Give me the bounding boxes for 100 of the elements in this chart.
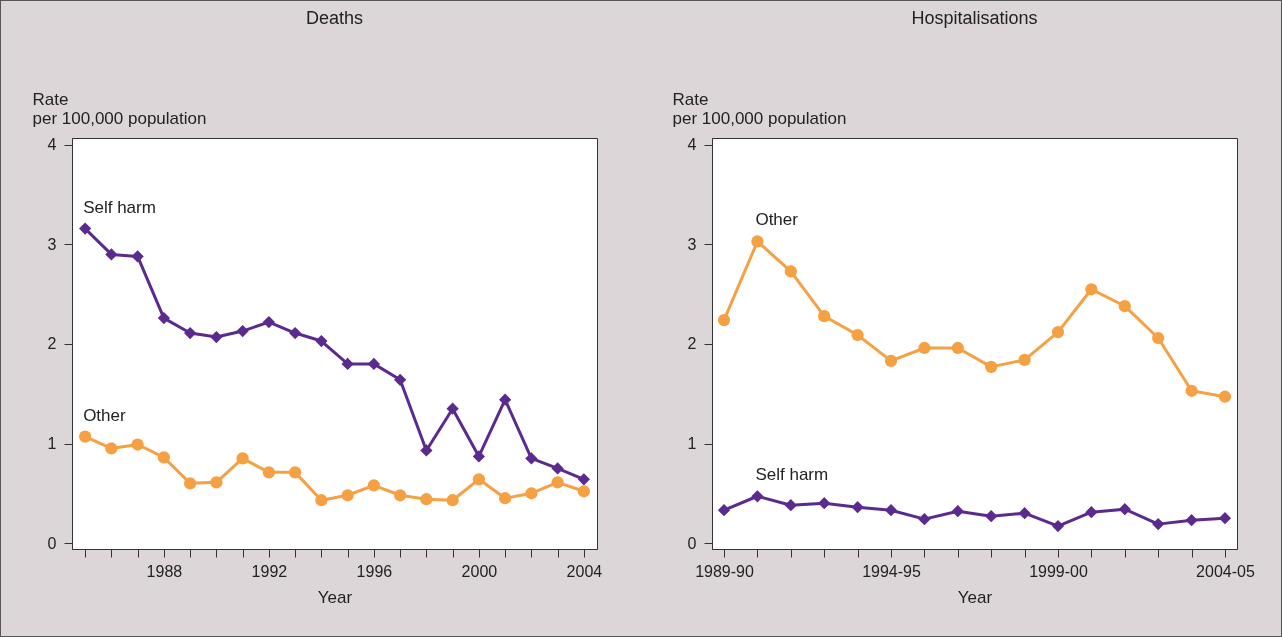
point xyxy=(884,504,898,517)
point xyxy=(525,452,538,465)
point xyxy=(851,501,864,514)
x-tick-label: 1996 xyxy=(356,562,393,580)
point xyxy=(1218,512,1232,525)
point xyxy=(341,489,354,502)
point xyxy=(1152,331,1165,345)
x-tick-label: 1989-90 xyxy=(695,562,754,580)
y-tick-label: 1 xyxy=(687,435,697,453)
x-tick-label: 2000 xyxy=(461,562,498,580)
y-tick-label: 2 xyxy=(687,335,697,353)
x-tick-label: 1999-00 xyxy=(1029,562,1088,580)
x-tick-label: 2004-05 xyxy=(1196,562,1255,580)
point xyxy=(367,357,380,371)
point xyxy=(420,493,433,506)
point xyxy=(1218,390,1232,403)
point xyxy=(918,341,931,355)
point xyxy=(1085,283,1098,296)
point xyxy=(1018,507,1031,520)
point xyxy=(446,494,459,507)
chart-title: Hospitalisations xyxy=(911,8,1038,28)
point xyxy=(985,510,998,523)
y-tick-label: 3 xyxy=(47,235,57,253)
series-label: Self harm xyxy=(755,465,829,485)
point xyxy=(499,492,512,505)
point xyxy=(818,497,831,510)
point xyxy=(236,452,249,465)
point xyxy=(784,265,797,278)
point xyxy=(394,373,407,386)
point xyxy=(918,513,931,526)
point xyxy=(751,490,764,503)
point xyxy=(394,489,407,502)
x-axis-title: Year xyxy=(957,587,993,607)
point xyxy=(784,499,797,512)
point xyxy=(341,357,354,371)
point xyxy=(1018,353,1031,367)
point xyxy=(1051,519,1065,533)
point xyxy=(985,360,998,373)
point xyxy=(157,451,170,464)
y-tick-label: 1 xyxy=(47,435,57,453)
point xyxy=(236,324,249,338)
point xyxy=(1085,506,1098,519)
point xyxy=(472,450,485,463)
series-label: Other xyxy=(755,210,799,230)
y-axis-title: Rate per 100,000 population xyxy=(32,89,207,128)
x-tick-label: 1988 xyxy=(146,562,183,580)
point xyxy=(551,476,564,489)
point xyxy=(184,326,197,340)
point xyxy=(105,442,118,455)
point xyxy=(1118,503,1131,516)
point xyxy=(262,466,275,479)
point xyxy=(446,402,459,415)
point xyxy=(105,248,118,261)
series-label: Other xyxy=(83,405,126,425)
x-tick-label: 2004 xyxy=(566,562,603,580)
x-axis-title: Year xyxy=(317,587,353,607)
x-tick-label: 1994-95 xyxy=(862,562,921,580)
y-tick-label: 4 xyxy=(47,136,57,154)
point xyxy=(1051,325,1065,339)
point xyxy=(315,334,328,348)
y-axis-title: Rate per 100,000 population xyxy=(672,89,847,128)
y-tick-label: 2 xyxy=(47,335,57,353)
point xyxy=(289,466,302,479)
point xyxy=(851,328,864,342)
point xyxy=(184,477,197,490)
point xyxy=(131,438,144,451)
point xyxy=(1152,518,1165,531)
point xyxy=(499,393,512,406)
series-label: Self harm xyxy=(83,197,156,217)
point xyxy=(420,444,433,457)
point xyxy=(289,326,302,340)
point xyxy=(577,485,590,498)
point xyxy=(79,430,92,443)
chart-title: Deaths xyxy=(305,8,364,28)
y-tick-label: 4 xyxy=(687,136,697,154)
point xyxy=(1185,514,1198,527)
y-tick-label: 0 xyxy=(687,534,697,552)
point xyxy=(315,494,328,507)
point xyxy=(1118,300,1131,313)
point xyxy=(551,462,564,475)
point xyxy=(210,476,223,489)
point xyxy=(131,250,144,263)
point xyxy=(577,473,590,486)
point xyxy=(751,235,764,248)
point xyxy=(79,222,92,235)
point xyxy=(717,504,731,517)
point xyxy=(884,354,898,368)
y-tick-label: 3 xyxy=(687,235,697,253)
point xyxy=(717,314,731,327)
point xyxy=(262,315,275,329)
point xyxy=(951,341,964,355)
point xyxy=(818,310,831,323)
point xyxy=(525,487,538,500)
point xyxy=(157,312,170,325)
x-tick-label: 1992 xyxy=(251,562,288,580)
point xyxy=(951,505,964,518)
y-tick-label: 0 xyxy=(47,534,57,552)
point xyxy=(367,479,380,492)
point xyxy=(1185,384,1198,397)
point xyxy=(472,473,485,486)
